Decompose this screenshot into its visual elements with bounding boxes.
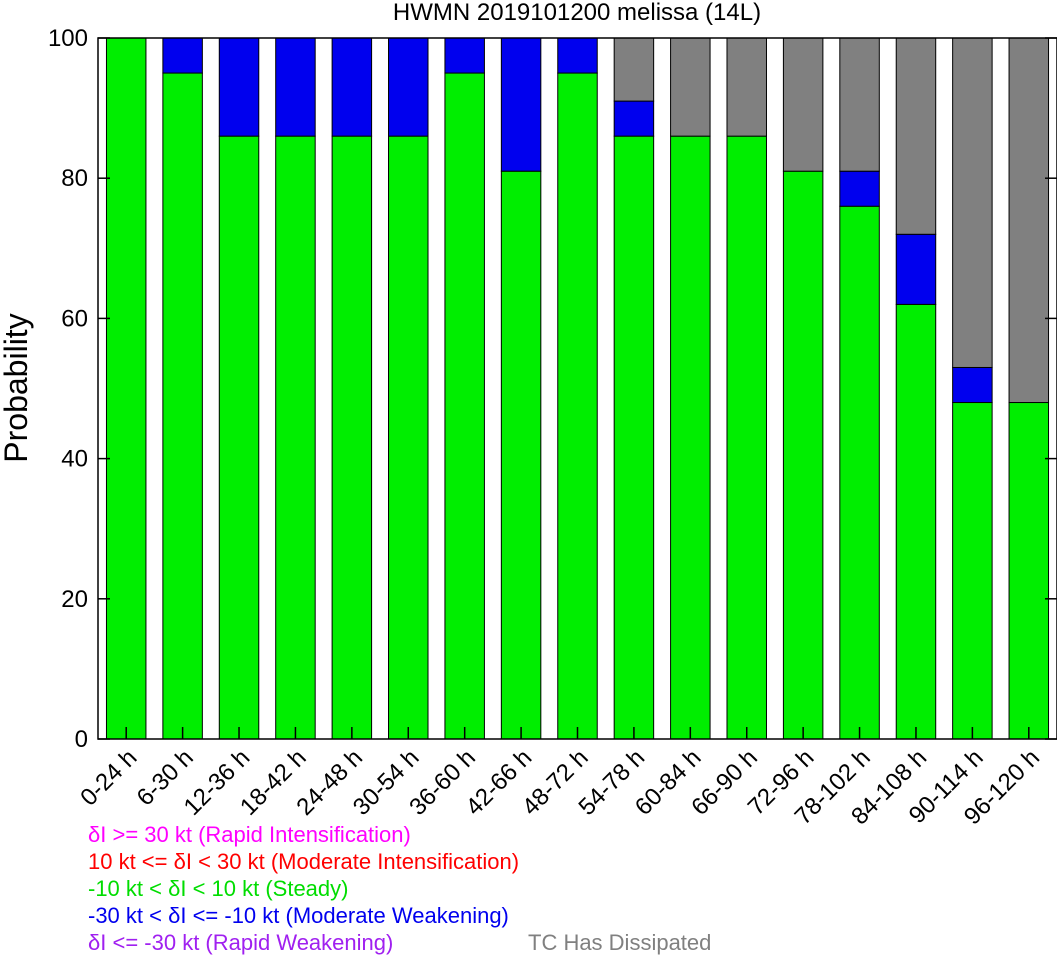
legend-label: TC Has Dissipated xyxy=(528,930,712,955)
bar-segment-steady-8 xyxy=(557,72,598,740)
bar-segment-steady-16 xyxy=(1008,402,1050,740)
legend-entry-moderate-intensification: 10 kt <= δI < 30 kt (Moderate Intensific… xyxy=(88,849,519,875)
bar-segment-steady-5 xyxy=(388,135,429,740)
bar-segment-dissipated-14 xyxy=(895,37,937,235)
y-tick-label: 20 xyxy=(61,586,88,613)
bar-segment-steady-15 xyxy=(952,402,993,740)
bar-segment-steady-9 xyxy=(613,135,655,740)
bar-segment-dissipated-9 xyxy=(613,37,655,102)
bar-segment-steady-1 xyxy=(162,72,203,740)
bar-segment-steady-10 xyxy=(670,135,711,740)
bar-segment-steady-7 xyxy=(500,170,542,740)
bar-segment-moderate-weakening-2 xyxy=(218,37,260,137)
y-tick-label: 80 xyxy=(61,165,88,192)
bar-segment-moderate-weakening-9 xyxy=(613,100,655,137)
bar-segment-dissipated-13 xyxy=(839,37,880,172)
bar-segment-moderate-weakening-8 xyxy=(557,37,598,74)
legend-entry-steady: -10 kt < δI < 10 kt (Steady) xyxy=(88,876,348,902)
bar-segment-steady-2 xyxy=(218,135,260,740)
bar-segment-moderate-weakening-15 xyxy=(952,366,993,404)
bar-segment-moderate-weakening-13 xyxy=(839,170,880,207)
bar-segment-steady-14 xyxy=(895,303,937,740)
bars-group xyxy=(105,37,1050,740)
legend-label: δI <= -30 kt (Rapid Weakening) xyxy=(88,930,394,955)
bar-segment-dissipated-15 xyxy=(952,37,993,368)
y-tick-label: 60 xyxy=(61,305,88,332)
bar-segment-dissipated-10 xyxy=(670,37,711,137)
x-tick-label: 0-24 h xyxy=(75,744,142,811)
chart-title: HWMN 2019101200 melissa (14L) xyxy=(393,0,761,26)
legend-entry-moderate-weakening: -30 kt < δI <= -10 kt (Moderate Weakenin… xyxy=(88,903,509,929)
bar-segment-moderate-weakening-5 xyxy=(388,37,429,137)
bar-segment-moderate-weakening-7 xyxy=(500,37,542,172)
bar-segment-steady-11 xyxy=(726,135,767,740)
legend-label: -10 kt < δI < 10 kt (Steady) xyxy=(88,876,349,901)
bar-segment-steady-12 xyxy=(782,170,824,740)
bar-segment-moderate-weakening-6 xyxy=(444,37,485,74)
bar-segment-steady-4 xyxy=(331,135,373,740)
y-tick-label: 100 xyxy=(48,25,88,52)
legend-entry-rapid-weakening: δI <= -30 kt (Rapid Weakening) xyxy=(88,930,393,956)
bar-segment-moderate-weakening-1 xyxy=(162,37,203,74)
bar-segment-moderate-weakening-14 xyxy=(895,233,937,305)
bar-segment-steady-6 xyxy=(444,72,485,740)
bar-segment-dissipated-12 xyxy=(782,37,824,172)
legend-label: δI >= 30 kt (Rapid Intensification) xyxy=(88,822,411,847)
legend-entry-dissipated: TC Has Dissipated xyxy=(528,930,711,956)
y-axis: 0 20 40 60 80 100 xyxy=(48,25,1057,753)
legend-entry-rapid-intensification: δI >= 30 kt (Rapid Intensification) xyxy=(88,822,411,848)
bar-segment-steady-0 xyxy=(105,37,147,740)
y-tick-label: 0 xyxy=(75,726,88,753)
x-axis: 0-24 h6-30 h12-36 h18-42 h24-48 h30-54 h… xyxy=(75,727,1045,830)
bar-segment-steady-13 xyxy=(839,205,880,740)
bar-segment-moderate-weakening-3 xyxy=(275,37,316,137)
bar-segment-dissipated-16 xyxy=(1008,37,1050,404)
legend-label: -30 kt < δI <= -10 kt (Moderate Weakenin… xyxy=(88,903,509,928)
y-tick-label: 40 xyxy=(61,446,88,473)
legend-label: 10 kt <= δI < 30 kt (Moderate Intensific… xyxy=(88,849,520,874)
bar-segment-steady-3 xyxy=(275,135,316,740)
bar-segment-moderate-weakening-4 xyxy=(331,37,373,137)
bar-segment-dissipated-11 xyxy=(726,37,767,137)
y-axis-label: Probability xyxy=(0,313,34,462)
